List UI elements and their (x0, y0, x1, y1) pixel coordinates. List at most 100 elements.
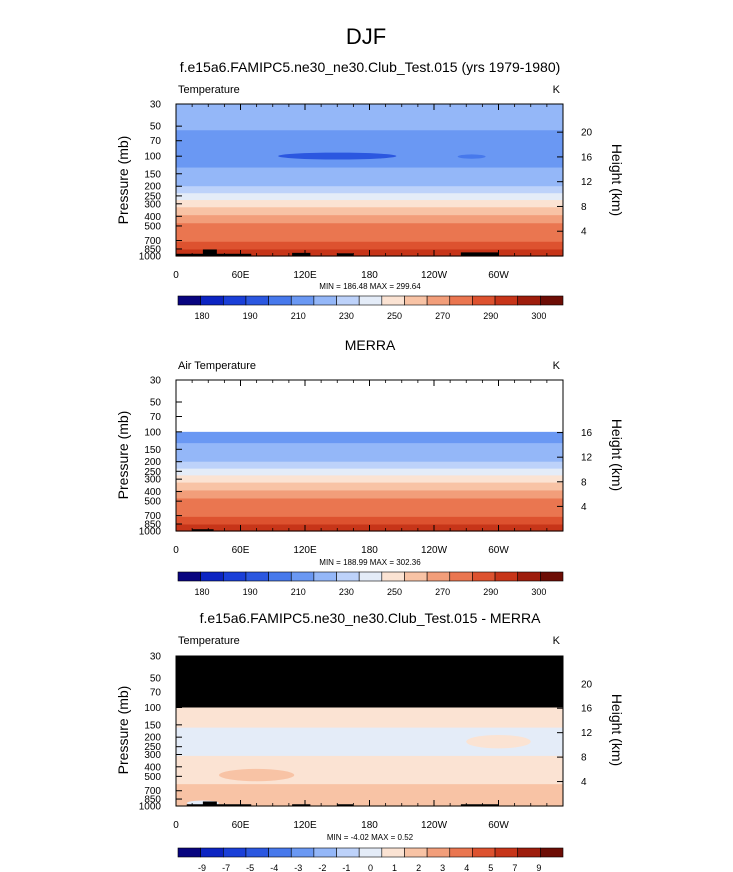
panel-title: MERRA (345, 337, 396, 353)
contour-feature (219, 768, 295, 782)
colorbar-box (426, 295, 451, 306)
contour-band (176, 468, 563, 477)
x-tick-label: 120E (293, 820, 317, 831)
height-tick-label: 20 (581, 128, 593, 139)
colorbar-box (290, 847, 315, 858)
colorbar-label: -2 (318, 863, 326, 872)
x-tick-label: 180 (361, 820, 378, 831)
colorbar-label: 270 (435, 311, 450, 321)
colorbar-label: 300 (531, 587, 546, 597)
colorbar-box (177, 295, 201, 306)
colorbar-box (177, 571, 201, 582)
y-tick-label: 150 (144, 720, 161, 731)
y-tick-label: 1000 (139, 527, 162, 538)
height-tick-label: 8 (581, 202, 587, 213)
colorbar-box (245, 847, 269, 858)
colorbar-box (540, 847, 564, 858)
contour-band (176, 215, 563, 224)
panel-merra: MERRA Air Temperature K Pressure (mb) He… (115, 337, 625, 597)
colorbar-label: 210 (291, 311, 306, 321)
y-tick-label: 30 (150, 100, 162, 111)
x-tick-label: 60W (488, 545, 509, 556)
panel-left-label: Air Temperature (178, 360, 256, 372)
contour-band (176, 707, 563, 729)
colorbar-box (313, 295, 337, 306)
colorbar-box (449, 571, 473, 582)
colorbar-box (336, 295, 360, 306)
panel-units: K (553, 360, 561, 372)
contour-band (176, 177, 563, 187)
colorbar-box (540, 295, 564, 306)
y-tick-label: 70 (150, 136, 162, 147)
y-tick-label: 30 (150, 652, 162, 663)
colorbar-box (268, 295, 292, 306)
contour-band (176, 498, 563, 509)
contour-plot: 0 60E 120E 180 120W 60W3050701001502002503004… (139, 652, 593, 832)
y-tick-label: 70 (150, 688, 162, 699)
y-tick-label: 200 (144, 457, 161, 468)
x-tick-label: 60W (488, 270, 509, 281)
colorbar-box (268, 571, 292, 582)
colorbar-label: -5 (246, 863, 254, 872)
height-tick-label: 4 (581, 502, 587, 513)
height-tick-label: 12 (581, 453, 593, 464)
colorbar-box (472, 847, 496, 858)
y-tick-label: 300 (144, 199, 161, 210)
y-axis-right-label: Height (km) (609, 694, 625, 766)
y-axis-label: Pressure (mb) (115, 411, 131, 500)
contour-band (176, 461, 563, 470)
contour-band (176, 431, 563, 444)
y-tick-label: 250 (144, 742, 161, 753)
colorbar: 180 190 210 230 250 270 290 300 (177, 295, 564, 321)
colorbar-box (517, 847, 541, 858)
colorbar-label: 230 (339, 587, 354, 597)
y-tick-label: 1000 (139, 252, 162, 263)
missing-data-region (176, 656, 563, 708)
y-tick-label: 500 (144, 497, 161, 508)
colorbar-box (381, 571, 405, 582)
topography-mask (292, 252, 311, 256)
colorbar-box (200, 295, 224, 306)
colorbar-box (404, 847, 428, 858)
colorbar-box (245, 295, 269, 306)
colorbar-label: 250 (387, 311, 402, 321)
panel-title: f.e15a6.FAMIPC5.ne30_ne30.Club_Test.015 … (200, 610, 542, 626)
colorbar-label: 210 (291, 587, 306, 597)
colorbar-box (222, 847, 247, 858)
colorbar-label: 4 (464, 863, 469, 872)
y-tick-label: 100 (144, 427, 161, 438)
colorbar-box (494, 295, 519, 306)
y-tick-label: 200 (144, 733, 161, 744)
height-tick-label: 12 (581, 177, 593, 188)
contour-feature (457, 154, 486, 159)
colorbar-box (449, 295, 473, 306)
y-tick-label: 850 (144, 520, 161, 531)
y-tick-label: 50 (150, 122, 162, 133)
height-tick-label: 16 (581, 704, 593, 715)
colorbar-box (472, 571, 496, 582)
y-tick-label: 700 (144, 786, 161, 797)
topography-mask (337, 804, 354, 806)
y-tick-label: 250 (144, 467, 161, 478)
colorbar-box (517, 571, 541, 582)
colorbar-box (313, 571, 337, 582)
topography-mask (460, 804, 499, 806)
colorbar-label: 290 (483, 587, 498, 597)
colorbar-box (358, 847, 383, 858)
contour-band (176, 241, 563, 251)
colorbar: -9 -7 -5 -4 -3 -2 -1 0 1 2 3 4 5 7 9 (177, 847, 564, 872)
colorbar-label: 0 (368, 863, 373, 872)
height-tick-label: 16 (581, 152, 593, 163)
contour-band (176, 784, 563, 807)
colorbar-label: 180 (195, 311, 210, 321)
y-tick-label: 850 (144, 795, 161, 806)
colorbar-label: 5 (488, 863, 493, 872)
colorbar-label: 3 (440, 863, 445, 872)
colorbar-box (472, 295, 496, 306)
colorbar-label: 2 (416, 863, 421, 872)
height-tick-label: 12 (581, 728, 593, 739)
colorbar-box (404, 295, 428, 306)
x-tick-label: 0 (173, 545, 179, 556)
height-tick-label: 16 (581, 428, 593, 439)
